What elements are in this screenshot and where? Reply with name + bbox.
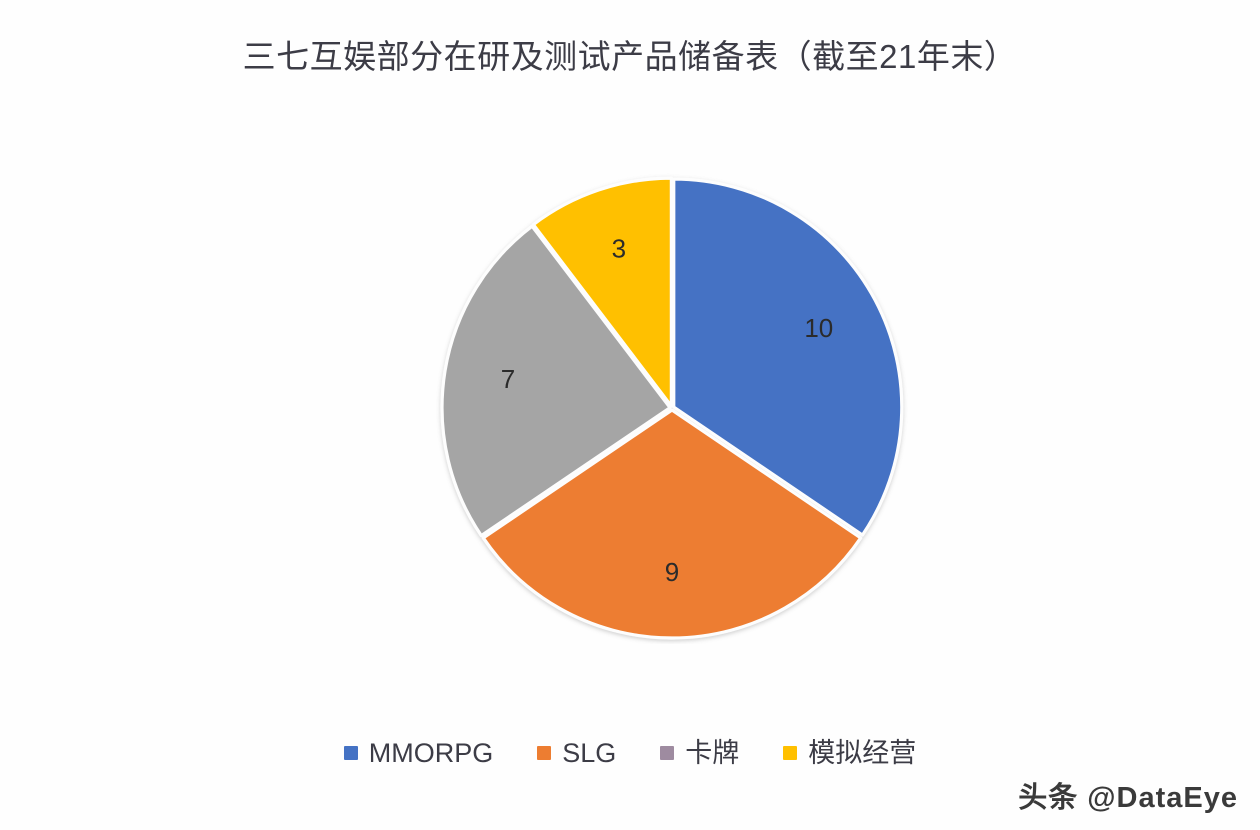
pie-data-labels: 10 9 7 3 — [501, 233, 833, 587]
chart-title: 三七互娱部分在研及测试产品储备表（截至21年末） — [242, 38, 1018, 75]
legend-swatch-icon — [343, 746, 358, 760]
legend-item-card[interactable]: 卡牌 — [660, 736, 739, 770]
pie-slice[interactable] — [481, 408, 863, 640]
legend-item-simulation[interactable]: 模拟经营 — [783, 736, 916, 770]
legend-item-label: 卡牌 — [685, 738, 740, 768]
pie-plot-area: 10 9 7 3 — [436, 172, 908, 644]
pie-slice[interactable] — [672, 177, 904, 537]
legend-swatch-icon — [660, 746, 675, 760]
legend-swatch-icon — [783, 746, 798, 760]
legend-item-slg[interactable]: SLG — [537, 736, 616, 770]
pie-slice-label: 7 — [501, 364, 515, 394]
pie-svg: 10 9 7 3 — [440, 176, 904, 640]
chart-legend: MMORPG SLG 卡牌 模拟经营 — [0, 736, 1260, 770]
pie-slice[interactable] — [531, 176, 673, 408]
legend-item-label: MMORPG — [368, 738, 494, 768]
pie-slice[interactable] — [440, 224, 672, 538]
legend-swatch-icon — [537, 746, 552, 760]
legend-item-label: SLG — [562, 738, 617, 768]
pie-slices — [440, 176, 904, 640]
legend-item-mmorpg[interactable]: MMORPG — [343, 736, 494, 770]
legend-item-label: 模拟经营 — [808, 738, 917, 768]
pie-slice-label: 10 — [804, 313, 833, 343]
watermark-text: 头条 @DataEye — [1018, 782, 1238, 814]
pie-slice-label: 3 — [612, 233, 626, 263]
pie-slice-label: 9 — [665, 557, 679, 587]
